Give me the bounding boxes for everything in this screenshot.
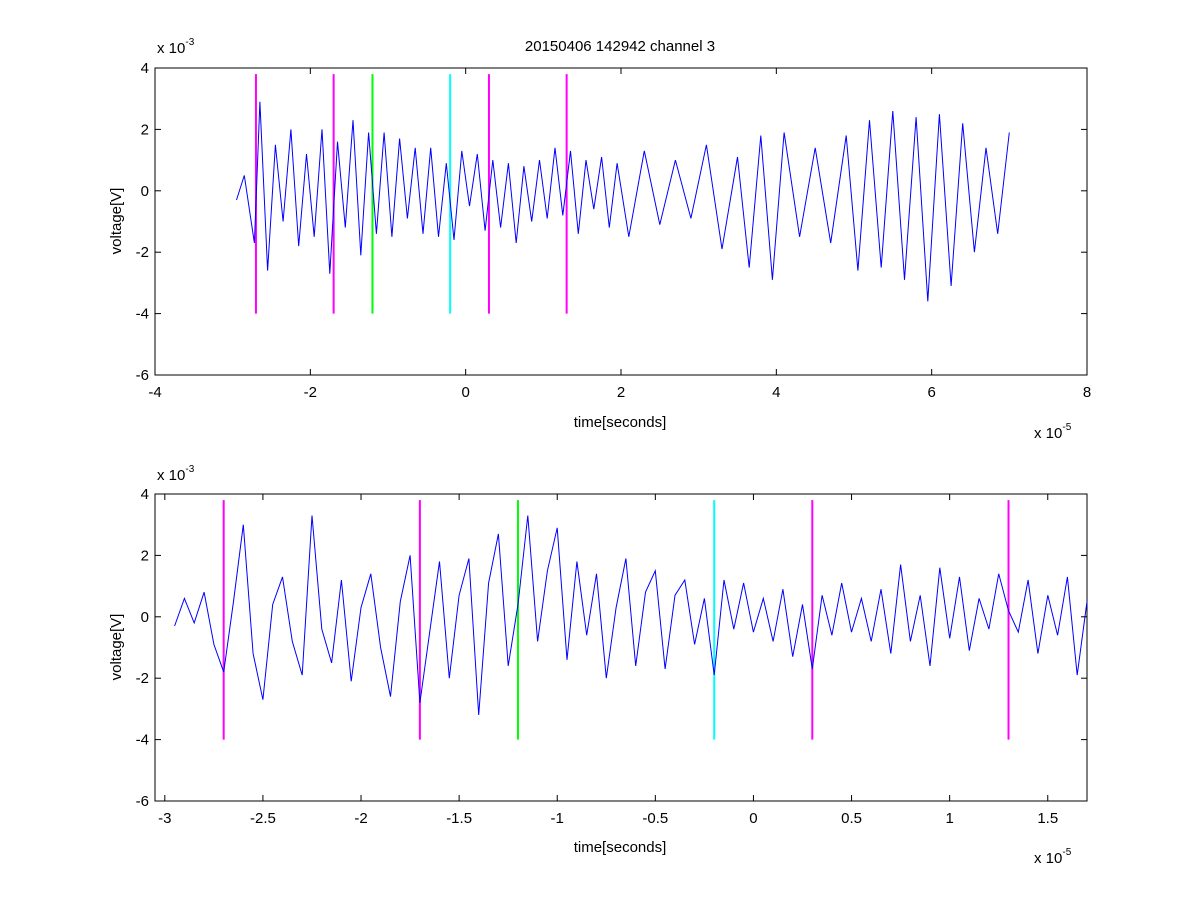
- bottom-y-axis-label: voltage[V]: [108, 614, 125, 681]
- top-y-exponent: x 10-3: [157, 37, 195, 57]
- top-y-axis-label: voltage[V]: [108, 188, 125, 255]
- bottom-xtick-label: 0.5: [841, 810, 862, 827]
- bottom-ytick-label: -4: [136, 732, 149, 749]
- top-xtick-label: 6: [927, 384, 935, 401]
- bottom-ytick-label: 2: [141, 547, 149, 564]
- top-xtick-label: 8: [1083, 384, 1091, 401]
- bottom-xtick-label: -1.5: [446, 810, 472, 827]
- top-ytick-label: -4: [136, 306, 149, 323]
- figure-title: 20150406 142942 channel 3: [525, 38, 715, 55]
- bottom-xtick-label: 1: [945, 810, 953, 827]
- bottom-xtick-label: -2.5: [250, 810, 276, 827]
- bottom-ytick-label: -6: [136, 793, 149, 810]
- bottom-xtick-label: 1.5: [1037, 810, 1058, 827]
- top-x-axis-label: time[seconds]: [574, 414, 667, 431]
- bottom-x-exponent: x 10-5: [1034, 847, 1072, 867]
- bottom-ytick-label: 4: [141, 486, 149, 503]
- top-ytick-label: 0: [141, 183, 149, 200]
- top-xtick-label: 2: [617, 384, 625, 401]
- bottom-y-exponent: x 10-3: [157, 464, 195, 484]
- bottom-ytick-label: 0: [141, 609, 149, 626]
- top-xtick-label: 4: [772, 384, 780, 401]
- bottom-yticks: -6 -4 -2 0 2 4: [136, 486, 1087, 810]
- bottom-xtick-label: -3: [158, 810, 171, 827]
- top-xticks: -4 -2 0 2 4 6 8: [148, 68, 1091, 401]
- top-xtick-label: -2: [304, 384, 317, 401]
- bottom-x-axis-label: time[seconds]: [574, 839, 667, 856]
- top-ytick-label: 4: [141, 60, 149, 77]
- top-trace-group: [236, 101, 1010, 302]
- bottom-plot-area: [154, 493, 1088, 802]
- bottom-xticks: -3 -2.5 -2 -1.5 -1 -0.5 0 0.5 1 1.5: [158, 494, 1058, 827]
- bottom-xtick-label: -2: [354, 810, 367, 827]
- top-ytick-label: 2: [141, 121, 149, 138]
- bottom-xtick-label: -1: [551, 810, 564, 827]
- top-plot-area: [154, 67, 1088, 376]
- bottom-axes: -3 -2.5 -2 -1.5 -1 -0.5 0 0.5 1 1.5 -6 -4 -2 0 2 4 tim…: [108, 464, 1088, 867]
- bottom-trace-group: [174, 515, 1088, 716]
- top-voltage-trace: [236, 101, 1010, 302]
- bottom-ytick-label: -2: [136, 670, 149, 687]
- bottom-voltage-trace: [174, 515, 1088, 716]
- top-ytick-label: -2: [136, 244, 149, 261]
- bottom-xtick-label: -0.5: [642, 810, 668, 827]
- top-yticks: -6 -4 -2 0 2 4: [136, 60, 1087, 384]
- bottom-xtick-label: 0: [749, 810, 757, 827]
- top-xtick-label: 0: [461, 384, 469, 401]
- top-ytick-label: -6: [136, 367, 149, 384]
- top-x-exponent: x 10-5: [1034, 422, 1072, 442]
- top-xtick-label: -4: [148, 384, 161, 401]
